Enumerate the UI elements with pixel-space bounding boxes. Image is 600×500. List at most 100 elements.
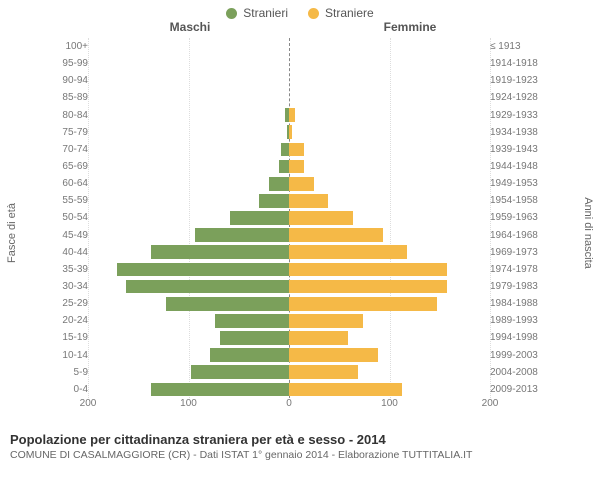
pyramid-row: 10-14 1999-2003: [48, 347, 542, 364]
x-tick-label: 100: [381, 398, 398, 409]
age-label: 40-44: [48, 247, 92, 258]
age-label: 20-24: [48, 315, 92, 326]
pyramid-row: 35-39 1974-1978: [48, 261, 542, 278]
pyramid-row: 65-691944-1948: [48, 158, 542, 175]
legend-item-female: Straniere: [308, 6, 374, 20]
bar-female: [289, 297, 437, 311]
x-tick-label: 200: [80, 398, 97, 409]
bar-zone: [92, 108, 486, 122]
age-label: 60-64: [48, 178, 92, 189]
bar-zone: [92, 177, 486, 191]
bar-zone: [92, 211, 486, 225]
bar-zone: [92, 348, 486, 362]
header-female: Femmine: [310, 20, 510, 34]
legend: Stranieri Straniere: [0, 0, 600, 20]
x-tick-label: 100: [180, 398, 197, 409]
chart-area: Fasce di età Anni di nascita 100+≤ 19139…: [0, 38, 600, 428]
bar-zone: [92, 74, 486, 88]
birth-year-label: 1929-1933: [486, 110, 542, 121]
y-axis-label-left: Fasce di età: [6, 203, 18, 263]
bar-female: [289, 263, 447, 277]
bar-male: [166, 297, 289, 311]
bar-male: [269, 177, 289, 191]
legend-item-male: Stranieri: [226, 6, 288, 20]
bar-zone: [92, 228, 486, 242]
pyramid-row: 55-59 1954-1958: [48, 192, 542, 209]
bar-female: [289, 160, 304, 174]
bar-zone: [92, 40, 486, 54]
bar-zone: [92, 160, 486, 174]
birth-year-label: 2009-2013: [486, 384, 542, 395]
birth-year-label: 1914-1918: [486, 58, 542, 69]
pyramid-rows: 100+≤ 191395-991914-191890-941919-192385…: [48, 38, 542, 398]
birth-year-label: 1959-1963: [486, 212, 542, 223]
pyramid-row: 5-9 2004-2008: [48, 364, 542, 381]
birth-year-label: 2004-2008: [486, 367, 542, 378]
bar-female: [289, 177, 314, 191]
bar-male: [215, 314, 289, 328]
pyramid-row: 15-19 1994-1998: [48, 329, 542, 346]
bar-female: [289, 143, 304, 157]
bar-zone: [92, 194, 486, 208]
birth-year-label: 1994-1998: [486, 332, 542, 343]
birth-year-label: 1954-1958: [486, 195, 542, 206]
birth-year-label: 1974-1978: [486, 264, 542, 275]
pyramid-row: 80-84 1929-1933: [48, 107, 542, 124]
bar-male: [126, 280, 289, 294]
bar-female: [289, 194, 328, 208]
age-label: 55-59: [48, 195, 92, 206]
bar-female: [289, 383, 402, 397]
age-label: 85-89: [48, 92, 92, 103]
birth-year-label: 1984-1988: [486, 298, 542, 309]
birth-year-label: 1919-1923: [486, 75, 542, 86]
age-label: 5-9: [48, 367, 92, 378]
pyramid-row: 75-791934-1938: [48, 124, 542, 141]
bar-male: [210, 348, 289, 362]
x-tick-label: 200: [482, 398, 499, 409]
age-label: 75-79: [48, 127, 92, 138]
age-label: 25-29: [48, 298, 92, 309]
bar-female: [289, 245, 407, 259]
pyramid-row: 100+≤ 1913: [48, 38, 542, 55]
bar-male: [151, 383, 289, 397]
birth-year-label: 1979-1983: [486, 281, 542, 292]
bar-male: [151, 245, 289, 259]
bar-male: [281, 143, 289, 157]
birth-year-label: 1949-1953: [486, 178, 542, 189]
age-label: 10-14: [48, 350, 92, 361]
bar-female: [289, 280, 447, 294]
bar-female: [289, 228, 383, 242]
bar-zone: [92, 314, 486, 328]
bar-male: [191, 365, 290, 379]
bar-zone: [92, 57, 486, 71]
age-label: 80-84: [48, 110, 92, 121]
pyramid-row: 90-941919-1923: [48, 72, 542, 89]
pyramid-row: 45-491964-1968: [48, 227, 542, 244]
birth-year-label: 1999-2003: [486, 350, 542, 361]
bar-female: [289, 125, 292, 139]
bar-female: [289, 348, 378, 362]
bar-male: [230, 211, 289, 225]
bar-zone: [92, 143, 486, 157]
age-label: 30-34: [48, 281, 92, 292]
age-label: 15-19: [48, 332, 92, 343]
x-axis: 2001000100200: [88, 398, 490, 418]
age-label: 65-69: [48, 161, 92, 172]
pyramid-row: 30-34 1979-1983: [48, 278, 542, 295]
pyramid-row: 50-541959-1963: [48, 209, 542, 226]
birth-year-label: ≤ 1913: [486, 41, 542, 52]
header-male: Maschi: [90, 20, 290, 34]
bar-zone: [92, 245, 486, 259]
pyramid-row: 20-24 1989-1993: [48, 312, 542, 329]
bar-zone: [92, 365, 486, 379]
birth-year-label: 1989-1993: [486, 315, 542, 326]
chart-title: Popolazione per cittadinanza straniera p…: [10, 432, 590, 447]
legend-label-male: Stranieri: [243, 6, 288, 20]
pyramid-row: 40-44 1969-1973: [48, 244, 542, 261]
pyramid-row: 85-891924-1928: [48, 89, 542, 106]
age-label: 35-39: [48, 264, 92, 275]
birth-year-label: 1964-1968: [486, 230, 542, 241]
birth-year-label: 1969-1973: [486, 247, 542, 258]
age-label: 95-99: [48, 58, 92, 69]
bar-zone: [92, 263, 486, 277]
